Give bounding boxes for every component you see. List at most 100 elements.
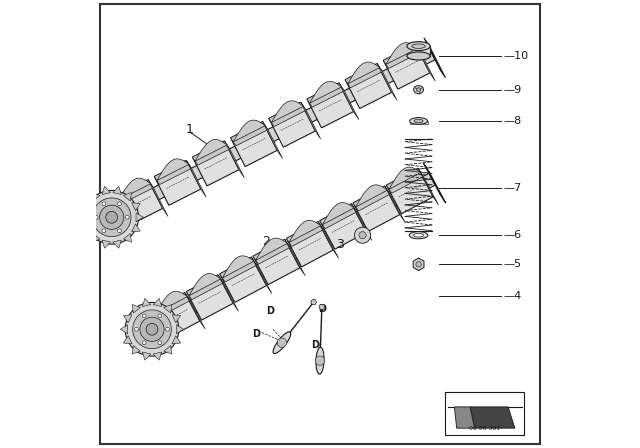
Circle shape [142, 314, 146, 318]
Polygon shape [353, 186, 390, 211]
Polygon shape [262, 121, 282, 159]
Circle shape [359, 232, 366, 239]
Circle shape [94, 215, 98, 219]
Polygon shape [286, 222, 323, 246]
Polygon shape [256, 238, 287, 260]
Polygon shape [415, 44, 435, 81]
Polygon shape [269, 102, 316, 147]
Circle shape [102, 229, 106, 233]
Text: 2: 2 [262, 235, 270, 249]
Polygon shape [387, 168, 433, 214]
Polygon shape [154, 160, 191, 185]
Polygon shape [124, 193, 131, 201]
Polygon shape [351, 204, 372, 241]
Text: 1: 1 [186, 123, 194, 137]
Polygon shape [424, 164, 446, 203]
Polygon shape [454, 407, 475, 428]
Polygon shape [186, 275, 223, 300]
Polygon shape [286, 222, 333, 267]
Polygon shape [102, 186, 111, 194]
Polygon shape [148, 180, 168, 216]
Polygon shape [113, 240, 122, 248]
Polygon shape [132, 224, 140, 232]
Circle shape [316, 356, 324, 366]
Polygon shape [345, 64, 392, 108]
Circle shape [146, 323, 158, 335]
Polygon shape [136, 213, 143, 222]
Polygon shape [186, 160, 206, 197]
Polygon shape [164, 305, 172, 313]
Polygon shape [345, 64, 383, 88]
Polygon shape [102, 240, 111, 248]
Ellipse shape [410, 118, 428, 125]
Polygon shape [132, 345, 140, 354]
Polygon shape [320, 204, 356, 229]
Polygon shape [348, 62, 380, 84]
Circle shape [125, 302, 179, 356]
Text: —6: —6 [504, 230, 522, 240]
Polygon shape [377, 64, 397, 100]
Polygon shape [307, 83, 353, 128]
Circle shape [142, 341, 146, 345]
Circle shape [85, 190, 139, 244]
Text: —8: —8 [504, 116, 522, 126]
Ellipse shape [407, 42, 430, 51]
Circle shape [106, 211, 118, 223]
Polygon shape [253, 239, 300, 284]
Circle shape [102, 202, 106, 206]
Text: D: D [266, 306, 274, 316]
Ellipse shape [414, 119, 423, 123]
Polygon shape [80, 213, 87, 222]
Ellipse shape [413, 86, 424, 94]
Polygon shape [418, 168, 438, 205]
Polygon shape [289, 220, 321, 242]
Text: D: D [252, 329, 260, 339]
Polygon shape [172, 336, 180, 344]
Text: —10: —10 [504, 51, 529, 61]
Polygon shape [353, 186, 400, 232]
Polygon shape [230, 121, 277, 167]
Polygon shape [410, 121, 428, 124]
Polygon shape [132, 203, 140, 211]
Polygon shape [271, 101, 303, 122]
Circle shape [118, 202, 122, 206]
Polygon shape [157, 159, 189, 181]
Polygon shape [113, 186, 122, 194]
Polygon shape [151, 173, 435, 333]
Ellipse shape [273, 332, 291, 353]
Polygon shape [185, 293, 205, 329]
Polygon shape [154, 160, 201, 205]
Polygon shape [142, 298, 151, 306]
Bar [445, 392, 524, 435]
Polygon shape [356, 185, 387, 207]
Ellipse shape [413, 233, 424, 237]
Circle shape [140, 317, 164, 341]
Text: —5: —5 [504, 259, 522, 269]
Polygon shape [119, 178, 151, 200]
Text: D: D [318, 304, 326, 314]
Polygon shape [153, 352, 162, 360]
Polygon shape [92, 193, 100, 201]
Polygon shape [189, 274, 221, 296]
Circle shape [166, 327, 170, 331]
Circle shape [158, 314, 162, 318]
Polygon shape [320, 204, 367, 249]
Circle shape [319, 304, 324, 310]
Ellipse shape [416, 88, 421, 91]
Polygon shape [177, 325, 184, 334]
Polygon shape [116, 180, 163, 224]
Polygon shape [323, 202, 354, 225]
Circle shape [355, 227, 371, 243]
Polygon shape [386, 43, 418, 65]
Polygon shape [83, 224, 92, 232]
Circle shape [311, 299, 316, 305]
Polygon shape [218, 275, 239, 311]
Circle shape [100, 205, 124, 229]
Polygon shape [195, 139, 227, 161]
Polygon shape [124, 336, 132, 344]
Circle shape [416, 262, 421, 267]
Polygon shape [269, 102, 306, 126]
Polygon shape [407, 46, 430, 56]
Polygon shape [310, 82, 342, 103]
Polygon shape [193, 141, 230, 165]
